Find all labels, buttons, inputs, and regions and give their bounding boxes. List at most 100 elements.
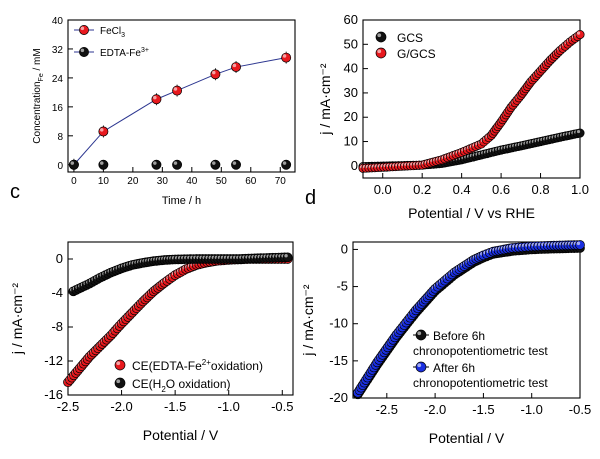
e-data-point <box>282 252 293 263</box>
d-series-1 <box>358 30 585 173</box>
d-x-axis-label: Potential / V vs RHE <box>408 205 535 221</box>
f-x-axis-label: Potential / V <box>429 430 505 446</box>
f-legend-label: After 6h <box>433 361 475 375</box>
d-xtick-label: 0.6 <box>492 182 510 197</box>
f-xtick-label: -1.0 <box>520 402 542 417</box>
panel-c: 0 10 20 30 40 50 60 70 0 8 16 24 32 40 Time / h Concent… <box>10 16 296 207</box>
f-frame <box>352 241 581 399</box>
e-legend-label: CE(H2O oxidation) <box>132 377 231 394</box>
panel-d: 0.0 0.2 0.4 0.6 0.8 1.0 0 10 20 30 40 50 60 Potential… <box>305 12 589 221</box>
panel-e: -2.5 -2.0 -1.5 -1.0 -0.5 0 -4 -8 -12 -16 Potential… <box>9 241 294 443</box>
c-xtick-label: 40 <box>186 176 198 187</box>
c-xtick-label: 10 <box>98 176 110 187</box>
f-ytick-label: -15 <box>329 353 348 368</box>
f-y-axis-label: j / mA·cm⁻² <box>300 284 316 356</box>
c-data-point <box>151 94 162 105</box>
f-data-point <box>575 240 585 250</box>
e-frame <box>67 241 294 396</box>
c-ytick-label: 32 <box>52 45 64 56</box>
c-ytick-label: 16 <box>52 103 64 114</box>
e-ytick-label: -8 <box>51 319 63 334</box>
d-data-point <box>575 128 585 138</box>
d-panel-letter: d <box>305 187 316 209</box>
f-xtick-label: -0.5 <box>569 402 591 417</box>
f-ytick-label: -20 <box>329 390 348 405</box>
e-xtick-label: -1.0 <box>218 399 240 414</box>
e-series-1 <box>68 252 293 297</box>
e-y-axis-label: j / mA·cm⁻² <box>9 283 25 355</box>
c-data-point <box>231 159 241 170</box>
e-xtick-label: -0.5 <box>271 399 293 414</box>
d-legend-marker <box>375 31 387 43</box>
f-ytick-label: -5 <box>336 279 348 294</box>
e-xtick-label: -1.5 <box>164 399 186 414</box>
c-xtick-label: 0 <box>71 176 77 187</box>
f-ytick-label: 0 <box>341 241 348 256</box>
c-xtick-label: 20 <box>127 176 139 187</box>
d-xtick-label: 0.8 <box>532 182 550 197</box>
c-legend: FeCl3 EDTA-Fe3+ <box>74 25 149 59</box>
f-legend-label: chronopotentiometric test <box>413 376 548 390</box>
d-ytick-label: 50 <box>344 36 358 51</box>
panel-f: -2.5 -2.0 -1.5 -1.0 -0.5 0 -5 -10 -15 -20 Potentia… <box>300 240 591 446</box>
e-legend-marker <box>114 377 126 389</box>
f-legend-label: chronopotentiometric test <box>413 344 548 358</box>
c-legend-marker <box>79 47 89 57</box>
f-legend-marker <box>415 361 427 373</box>
c-xtick-label: 60 <box>245 176 257 187</box>
d-ytick-label: 0 <box>351 158 358 173</box>
c-legend-marker <box>79 25 89 35</box>
e-ytick-label: -16 <box>44 387 63 402</box>
d-legend: GCS G/GCS <box>375 31 436 61</box>
c-ytick-label: 40 <box>52 16 64 27</box>
c-data-point <box>281 52 292 63</box>
e-ytick-label: -4 <box>51 285 63 300</box>
c-series-0 <box>68 51 292 171</box>
c-data-point <box>172 159 183 170</box>
d-ytick-label: 10 <box>344 134 358 149</box>
c-data-point <box>98 126 109 137</box>
d-legend-label: G/GCS <box>397 47 436 61</box>
e-legend: CE(EDTA-Fe2+oxidation) CE(H2O oxidation) <box>114 358 263 394</box>
c-legend-label: EDTA-Fe3+ <box>100 47 149 59</box>
c-xtick-label: 30 <box>157 176 169 187</box>
d-ytick-label: 20 <box>344 109 358 124</box>
e-x-axis-label: Potential / V <box>143 427 219 443</box>
d-xtick-label: 1.0 <box>571 182 589 197</box>
c-xtick-label: 70 <box>275 176 287 187</box>
c-frame <box>67 19 296 173</box>
e-xtick-label: -2.0 <box>110 399 132 414</box>
f-legend-marker <box>415 329 427 341</box>
e-legend-label: CE(EDTA-Fe2+oxidation) <box>132 358 263 373</box>
f-series-1 <box>352 240 585 398</box>
e-ytick-label: 0 <box>56 251 63 266</box>
f-legend-label: Before 6h <box>433 329 485 343</box>
c-data-point <box>210 69 221 80</box>
c-data-point <box>98 159 109 170</box>
d-data-point <box>575 30 585 40</box>
f-xtick-label: -2.0 <box>424 402 446 417</box>
c-legend-label: FeCl3 <box>100 26 125 39</box>
c-y-axis-label: ConcentrationFe / mM <box>32 48 45 143</box>
c-data-point <box>68 159 79 170</box>
f-xtick-label: -1.5 <box>472 402 494 417</box>
e-ytick-label: -12 <box>44 353 63 368</box>
c-x-axis-label: Time / h <box>162 195 201 207</box>
d-xtick-label: 0.0 <box>374 182 392 197</box>
c-data-point <box>231 62 241 72</box>
d-ytick-label: 60 <box>344 12 358 27</box>
d-frame <box>362 19 581 179</box>
f-xtick-label: -2.5 <box>376 402 398 417</box>
c-data-point <box>172 85 183 96</box>
c-ytick-label: 8 <box>57 132 63 143</box>
c-panel-letter: c <box>10 181 20 203</box>
d-ytick-label: 40 <box>344 61 358 76</box>
c-ytick-label: 0 <box>57 161 63 172</box>
c-ytick-label: 24 <box>52 74 64 85</box>
d-xtick-label: 0.2 <box>413 182 431 197</box>
c-data-point <box>210 159 221 170</box>
c-series-1 <box>68 159 292 170</box>
d-ytick-label: 30 <box>344 85 358 100</box>
